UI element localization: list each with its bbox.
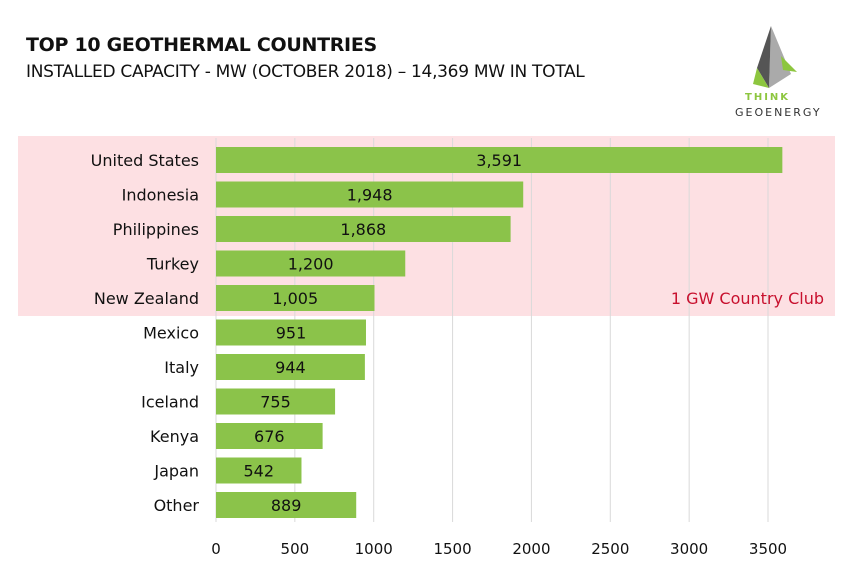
data-label: 1,200 — [288, 255, 334, 274]
data-label: 951 — [276, 324, 307, 343]
chart-title: TOP 10 GEOTHERMAL COUNTRIES — [26, 34, 377, 56]
x-tick-label: 3500 — [749, 540, 787, 558]
x-tick-label: 3000 — [670, 540, 708, 558]
bar — [216, 388, 336, 415]
category-label: Iceland — [141, 393, 199, 412]
x-tick-label: 500 — [281, 540, 310, 558]
category-label: Turkey — [146, 255, 199, 274]
chart-subtitle: INSTALLED CAPACITY - MW (OCTOBER 2018) –… — [26, 62, 585, 82]
x-tick-label: 0 — [211, 540, 221, 558]
category-label: Indonesia — [122, 186, 199, 205]
data-label: 755 — [260, 393, 291, 412]
bar — [216, 354, 365, 380]
category-label: Other — [154, 496, 200, 515]
category-label: Japan — [153, 462, 199, 481]
x-tick-label: 2500 — [591, 540, 629, 558]
data-label: 1,868 — [340, 220, 386, 239]
bar — [216, 285, 375, 311]
bar — [216, 216, 511, 242]
x-tick-label: 1000 — [355, 540, 393, 558]
bar — [216, 492, 357, 518]
bar — [216, 319, 366, 346]
bar — [216, 181, 524, 208]
think-geoenergy-logo: THINK GEOENERGY — [733, 26, 833, 119]
highlight-label: 1 GW Country Club — [671, 289, 824, 308]
x-tick-label: 1500 — [433, 540, 471, 558]
x-tick-label: 2000 — [512, 540, 550, 558]
data-label: 3,591 — [476, 151, 522, 170]
category-label: Philippines — [113, 220, 199, 239]
data-label: 542 — [243, 462, 274, 481]
data-label: 944 — [275, 358, 306, 377]
logo-mark-icon — [753, 26, 797, 88]
logo-think: THINK — [745, 92, 791, 103]
logo-geoenergy: GEOENERGY — [735, 106, 822, 119]
category-label: Mexico — [143, 324, 199, 343]
category-label: Kenya — [150, 427, 199, 446]
data-label: 676 — [254, 427, 285, 446]
bar — [216, 250, 406, 277]
category-label: New Zealand — [94, 289, 199, 308]
data-label: 1,005 — [272, 289, 318, 308]
category-label: Italy — [164, 358, 199, 377]
bar — [216, 423, 323, 449]
bar — [216, 457, 302, 484]
category-label: United States — [91, 151, 199, 170]
data-label: 1,948 — [347, 186, 393, 205]
bar — [216, 147, 783, 173]
data-label: 889 — [271, 496, 302, 515]
